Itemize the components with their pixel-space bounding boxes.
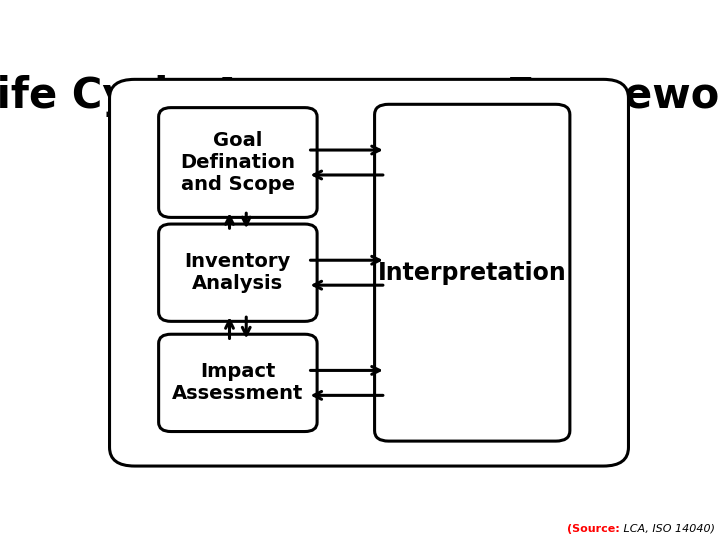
Text: Life Cycle Assessment Framework: Life Cycle Assessment Framework bbox=[0, 75, 720, 117]
Text: Interpretation: Interpretation bbox=[378, 261, 567, 285]
Text: Goal
Defination
and Scope: Goal Defination and Scope bbox=[181, 131, 295, 194]
Text: Inventory
Analysis: Inventory Analysis bbox=[185, 252, 291, 293]
Text: (Source:: (Source: bbox=[567, 523, 620, 534]
Text: LCA, ISO 14040): LCA, ISO 14040) bbox=[620, 523, 715, 534]
FancyBboxPatch shape bbox=[109, 79, 629, 466]
FancyBboxPatch shape bbox=[158, 107, 317, 218]
Text: Impact
Assessment: Impact Assessment bbox=[172, 362, 304, 403]
FancyBboxPatch shape bbox=[158, 224, 317, 321]
FancyBboxPatch shape bbox=[374, 104, 570, 441]
FancyBboxPatch shape bbox=[158, 334, 317, 431]
